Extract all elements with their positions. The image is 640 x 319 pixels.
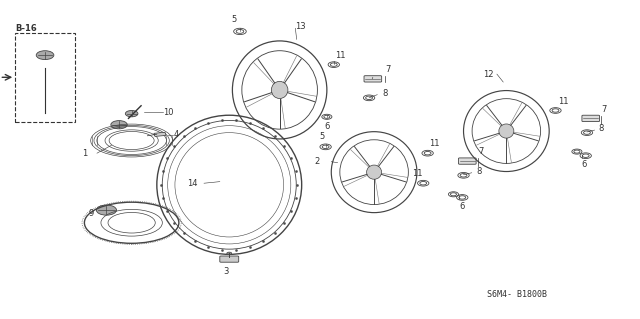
Text: 12: 12 bbox=[483, 70, 494, 78]
Text: 13: 13 bbox=[295, 22, 306, 31]
Ellipse shape bbox=[271, 81, 288, 99]
Text: 14: 14 bbox=[188, 179, 198, 188]
Text: 11: 11 bbox=[412, 169, 422, 178]
FancyBboxPatch shape bbox=[582, 115, 600, 122]
Text: 4: 4 bbox=[174, 130, 179, 139]
Text: 8: 8 bbox=[476, 167, 481, 176]
Text: 7: 7 bbox=[601, 105, 606, 114]
Text: 5: 5 bbox=[319, 132, 324, 141]
Circle shape bbox=[227, 252, 232, 255]
Text: 6: 6 bbox=[581, 160, 586, 169]
Circle shape bbox=[125, 110, 138, 117]
Circle shape bbox=[111, 121, 127, 129]
Text: 6: 6 bbox=[460, 202, 465, 211]
Text: S6M4- B1800B: S6M4- B1800B bbox=[488, 290, 547, 299]
Text: 11: 11 bbox=[429, 139, 440, 148]
Text: 6: 6 bbox=[324, 122, 330, 130]
Ellipse shape bbox=[367, 165, 381, 179]
Circle shape bbox=[97, 205, 116, 215]
Text: 2: 2 bbox=[315, 157, 320, 166]
Text: 10: 10 bbox=[163, 108, 173, 116]
Text: 11: 11 bbox=[335, 51, 346, 60]
Text: 7: 7 bbox=[385, 65, 391, 74]
Text: 11: 11 bbox=[558, 97, 568, 106]
Ellipse shape bbox=[168, 126, 291, 244]
FancyBboxPatch shape bbox=[220, 256, 239, 262]
Bar bbox=[15, 33, 75, 122]
FancyBboxPatch shape bbox=[458, 158, 476, 164]
Text: 3: 3 bbox=[223, 267, 228, 276]
Text: 7: 7 bbox=[478, 147, 483, 156]
Text: B-16: B-16 bbox=[15, 24, 37, 33]
FancyBboxPatch shape bbox=[364, 76, 381, 82]
Ellipse shape bbox=[499, 124, 514, 138]
Text: 1: 1 bbox=[82, 149, 87, 158]
Text: 8: 8 bbox=[382, 89, 388, 98]
Text: 8: 8 bbox=[598, 124, 604, 133]
Text: 5: 5 bbox=[232, 15, 237, 24]
Text: 9: 9 bbox=[88, 209, 94, 218]
Bar bbox=[154, 132, 166, 137]
Circle shape bbox=[36, 51, 54, 60]
